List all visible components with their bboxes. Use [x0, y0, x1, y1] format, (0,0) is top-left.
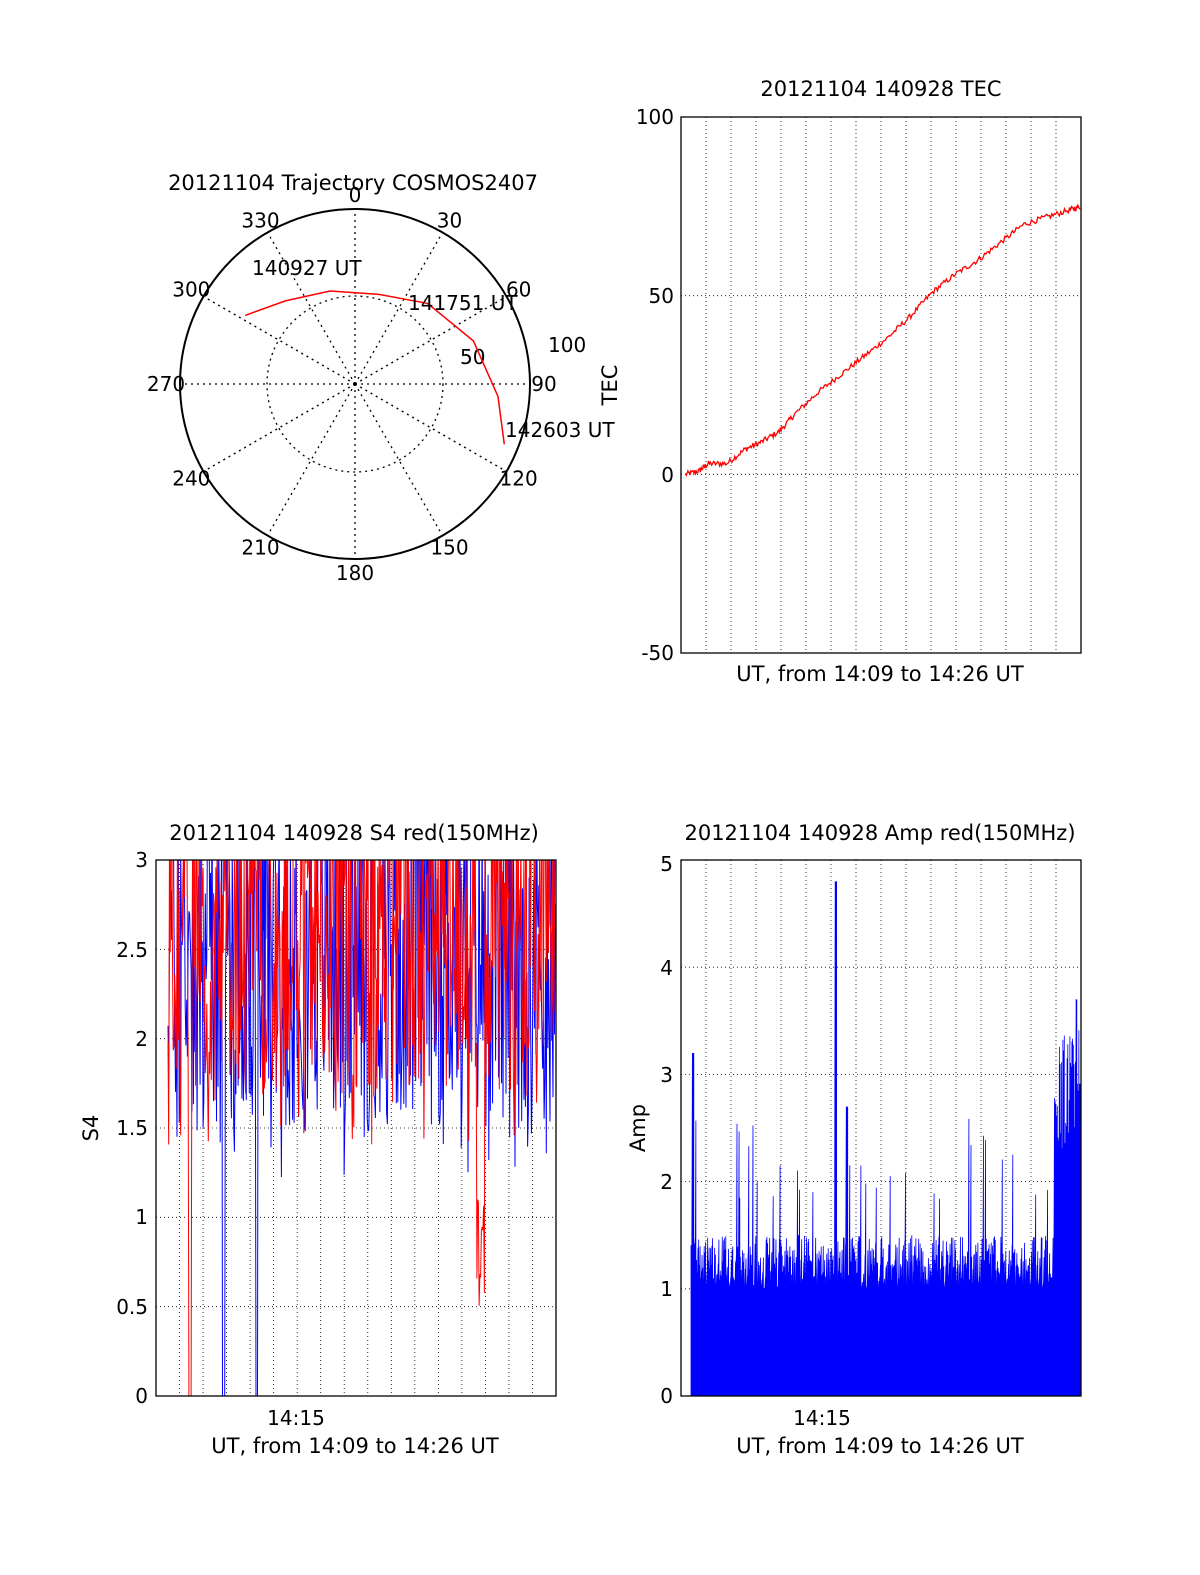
- tec-ylabel: TEC: [598, 365, 622, 407]
- s4-xtick-1415: 14:15: [267, 1406, 325, 1430]
- polar-azimuth-label: 270: [147, 372, 185, 396]
- tec-ytick-100: 100: [636, 105, 674, 129]
- amp-title: 20121104 140928 Amp red(150MHz): [684, 821, 1075, 845]
- s4-ytick-0: 0: [135, 1384, 148, 1408]
- amp-ytick-2: 2: [660, 1170, 673, 1194]
- tec-ytick-0: 0: [661, 463, 674, 487]
- amp-ylabel: Amp: [626, 1104, 650, 1152]
- polar-radius-label-100: 100: [548, 333, 586, 357]
- polar-spoke: [203, 295, 356, 385]
- s4-ytick-3: 3: [135, 848, 148, 872]
- polar-spoke: [354, 383, 507, 473]
- polar-spoke: [203, 383, 356, 473]
- polar-azimuth-label: 150: [430, 536, 468, 560]
- amp-ytick-0: 0: [660, 1384, 673, 1408]
- polar-spoke: [354, 232, 444, 385]
- s4-plot: 20121104 140928 S4 red(150MHz) 3 2.5 2 1…: [79, 821, 557, 1458]
- amp-ytick-1: 1: [660, 1277, 673, 1301]
- amp-ytick-4: 4: [660, 956, 673, 980]
- trajectory-start-label: 140927 UT: [252, 256, 362, 280]
- trajectory-mid-label: 141751 UT: [408, 291, 518, 315]
- polar-azimuth-label: 60: [506, 278, 531, 302]
- amp-ytick-3: 3: [660, 1063, 673, 1087]
- tec-ytick-minus50: -50: [641, 641, 674, 665]
- polar-azimuth-label: 180: [336, 561, 374, 585]
- trajectory-line: [244, 290, 506, 445]
- s4-ylabel: S4: [79, 1115, 103, 1142]
- polar-azimuth-label: 90: [531, 372, 556, 396]
- s4-series-red: [167, 860, 556, 1396]
- polar-ring-50: [266, 295, 444, 473]
- s4-frame: [155, 859, 557, 1397]
- polar-radius-label-50: 50: [460, 345, 485, 369]
- amp-xlabel: UT, from 14:09 to 14:26 UT: [736, 1434, 1024, 1458]
- tec-title: 20121104 140928 TEC: [760, 77, 1001, 101]
- s4-ytick-2-5: 2.5: [116, 938, 148, 962]
- trajectory-end-label: 142603 UT: [505, 418, 615, 442]
- polar-title: 20121104 Trajectory COSMOS2407: [168, 171, 538, 195]
- polar-azimuth-label: 330: [241, 208, 279, 232]
- tec-plot: 20121104 140928 TEC 100 50 0 -50 TEC UT,…: [598, 77, 1082, 686]
- s4-title: 20121104 140928 S4 red(150MHz): [169, 821, 539, 845]
- amp-series-area: [690, 881, 1081, 1396]
- polar-spoke: [354, 295, 507, 385]
- polar-azimuth-label: 0: [349, 183, 362, 207]
- amp-plot: 20121104 140928 Amp red(150MHz) 5 4 3 2 …: [626, 821, 1082, 1458]
- polar-azimuth-label: 210: [241, 536, 279, 560]
- tec-frame: [680, 116, 1082, 654]
- amp-xtick-1415: 14:15: [793, 1406, 851, 1430]
- polar-azimuth-label: 240: [172, 467, 210, 491]
- polar-spoke: [354, 383, 444, 536]
- polar-spoke: [266, 383, 356, 536]
- polar-plot: 20121104 Trajectory COSMOS2407 0 30 60 90 12…: [147, 171, 615, 585]
- tec-series-line: [684, 203, 1081, 478]
- polar-spoke: [266, 232, 356, 385]
- amp-frame: [680, 859, 1082, 1397]
- s4-xlabel: UT, from 14:09 to 14:26 UT: [211, 1434, 499, 1458]
- polar-azimuth-label: 120: [500, 467, 538, 491]
- polar-azimuth-label: 300: [172, 278, 210, 302]
- amp-ytick-5: 5: [660, 852, 673, 876]
- s4-ytick-1-5: 1.5: [116, 1116, 148, 1140]
- tec-ytick-50: 50: [649, 284, 674, 308]
- polar-azimuth-label: 30: [437, 208, 462, 232]
- s4-ytick-2: 2: [135, 1027, 148, 1051]
- tec-xlabel: UT, from 14:09 to 14:26 UT: [736, 662, 1024, 686]
- s4-series-blue: [167, 860, 556, 1396]
- s4-ytick-0-5: 0.5: [116, 1295, 148, 1319]
- s4-ytick-1: 1: [135, 1205, 148, 1229]
